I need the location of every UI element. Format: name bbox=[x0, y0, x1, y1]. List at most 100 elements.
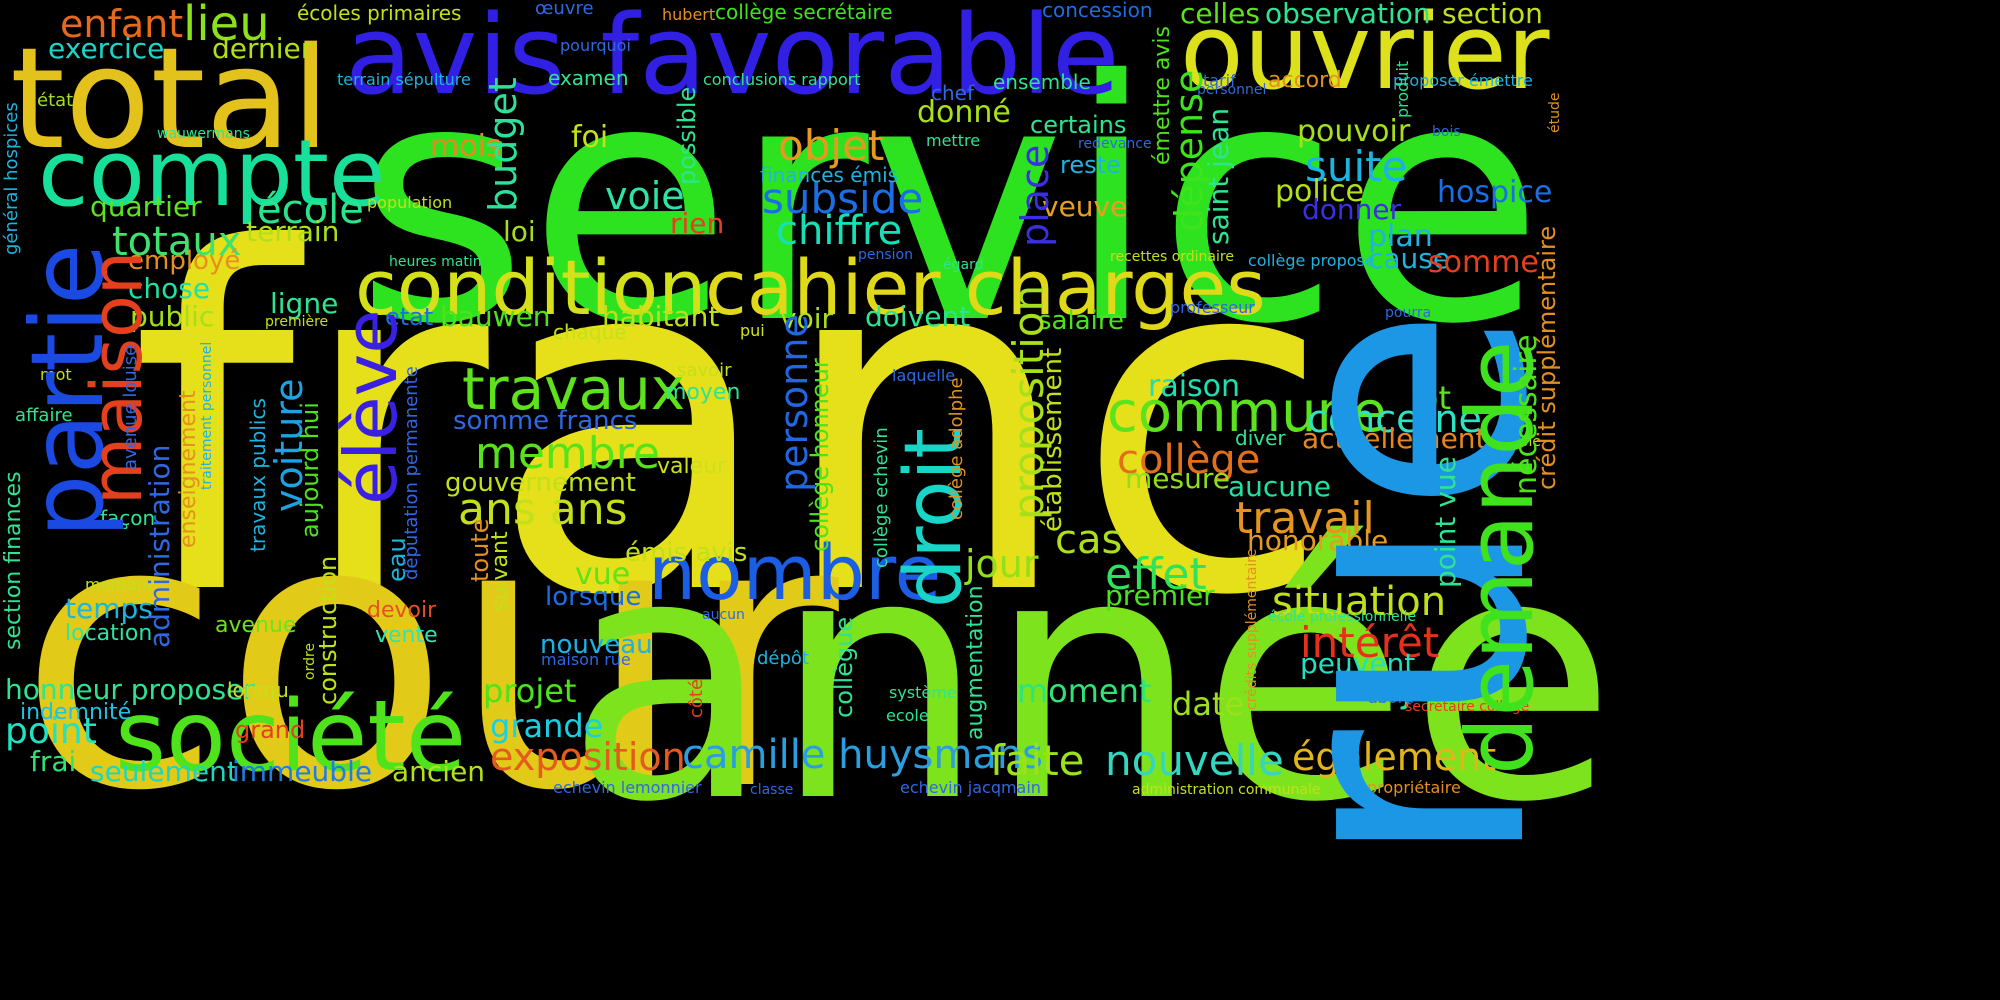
word-mot: mot bbox=[40, 365, 72, 384]
word-construction: construction bbox=[314, 555, 342, 705]
word-grand: grand bbox=[235, 716, 306, 744]
word-ligne: ligne bbox=[270, 287, 339, 320]
word-valeur: valeur bbox=[657, 454, 727, 479]
word-administration-communale: administration communale bbox=[1132, 782, 1321, 798]
word-raison: raison bbox=[1148, 369, 1241, 404]
word-proposer-emettre: proposer émettre bbox=[1393, 71, 1533, 90]
word-saint-jean: saint jean bbox=[1202, 107, 1235, 245]
word-credit-supplementaire: crédit supplémentaire bbox=[1533, 225, 1561, 490]
word-maison: maison bbox=[76, 250, 158, 505]
word-devoir: devoir bbox=[367, 598, 437, 623]
word-affaire: affaire bbox=[15, 405, 73, 426]
word-salaire: salaire bbox=[1038, 306, 1124, 336]
word-abord: abord bbox=[1368, 688, 1415, 707]
word-augmentation: augmentation bbox=[963, 585, 988, 740]
word-college-secretaire: collège secrétaire bbox=[715, 0, 893, 24]
word-college-adolphe: collège adolphe bbox=[946, 377, 967, 520]
word-laquelle: laquelle bbox=[892, 366, 956, 385]
word-lieu: lieu bbox=[183, 0, 270, 52]
word-vente: vente bbox=[375, 623, 438, 648]
word-ensemble: ensemble bbox=[993, 70, 1091, 94]
word-indemnite: indemnité bbox=[20, 700, 132, 725]
word-exercice: exercice bbox=[48, 32, 165, 65]
word-personnel: personnel bbox=[1197, 82, 1267, 98]
word-echevin-jacqmain: echevin jacqmain bbox=[900, 778, 1041, 797]
word-ecole: école bbox=[257, 187, 364, 233]
word-gouvernement: gouvernement bbox=[445, 468, 636, 498]
word-premiere: première bbox=[265, 314, 329, 330]
word-celles: celles bbox=[1180, 0, 1260, 30]
word-enfant: enfant bbox=[60, 2, 184, 46]
word-service: service bbox=[355, 11, 1545, 397]
word-parole: parole bbox=[1497, 434, 1541, 450]
word-college: collège bbox=[1117, 437, 1261, 483]
word-somme-francs: somme francs bbox=[453, 406, 638, 436]
word-terrain-sepulture: terrain sépulture bbox=[337, 70, 471, 89]
word-total: total bbox=[10, 18, 331, 181]
word-avenue: avenue bbox=[215, 613, 297, 638]
word-college-honneur: collège honneur bbox=[806, 358, 834, 552]
word-quartier: quartier bbox=[90, 190, 202, 223]
word-recettes-ordinaire: recettes ordinaire bbox=[1110, 249, 1234, 265]
word-chose: chose bbox=[128, 272, 211, 305]
word-employe: employé bbox=[128, 246, 241, 276]
word-habitant: habitant bbox=[602, 300, 720, 333]
word-possible: possible bbox=[673, 86, 701, 185]
word-egalement: également bbox=[1292, 735, 1497, 779]
word-ancien: ancien bbox=[392, 755, 486, 788]
word-moment: moment bbox=[1017, 672, 1152, 710]
word-ans-ans: ans ans bbox=[458, 484, 628, 535]
word-immeuble: immeuble bbox=[232, 755, 373, 788]
word-objet: objet bbox=[778, 121, 885, 170]
word-aujourd-hui: aujourd hui bbox=[296, 402, 324, 538]
word-collegue: collègue bbox=[830, 616, 858, 718]
word-depot: dépôt bbox=[757, 648, 809, 669]
word-secretaire-college: secrétaire collège bbox=[1405, 699, 1530, 715]
word-point: point bbox=[5, 711, 97, 752]
word-cour: cour bbox=[18, 439, 839, 872]
word-honorable: honorable bbox=[1247, 524, 1389, 557]
word-effet: effet bbox=[1105, 549, 1207, 600]
word-aucun: aucun bbox=[702, 607, 745, 623]
word-budget: budget bbox=[481, 77, 525, 212]
word-cause: cause bbox=[1368, 242, 1451, 275]
word-voir: voir bbox=[780, 302, 833, 335]
word-ecole-small: ecole bbox=[886, 706, 929, 725]
word-accord: accord bbox=[1268, 68, 1342, 93]
word-place: place bbox=[1013, 144, 1057, 247]
word-lot: lot bbox=[1410, 379, 1452, 417]
word-chiffre: chiffre bbox=[776, 208, 903, 254]
word-concerne: concerne bbox=[1307, 397, 1482, 441]
word-seulement: seulement bbox=[90, 755, 238, 788]
word-tarif: tarif bbox=[1203, 71, 1236, 90]
word-mettre: mettre bbox=[926, 131, 981, 150]
word-etat-blue: etat bbox=[385, 303, 434, 331]
word-etude: étude bbox=[1547, 92, 1563, 133]
word-egard: égard bbox=[943, 257, 984, 273]
word-date: date bbox=[1172, 685, 1245, 723]
word-actuellement: actuellement bbox=[1302, 422, 1487, 455]
word-situation: situation bbox=[1272, 579, 1447, 625]
word-police: police bbox=[1275, 174, 1365, 209]
word-nombre: nombre bbox=[648, 528, 942, 617]
word-faite: faite bbox=[990, 736, 1085, 785]
word-certains: certains bbox=[1030, 111, 1127, 139]
word-hospice: hospice bbox=[1437, 175, 1553, 210]
word-redevance: redevance bbox=[1078, 136, 1152, 152]
word-section: section bbox=[1442, 0, 1543, 30]
word-avenue-louise: avenue louise bbox=[120, 344, 141, 470]
word-montant: montant bbox=[85, 575, 154, 594]
word-frai: frai bbox=[30, 745, 77, 778]
word-professeur: professeur bbox=[1170, 298, 1255, 317]
word-pension: pension bbox=[858, 247, 913, 263]
word-membre: membre bbox=[475, 428, 660, 479]
word-suivant: suivant bbox=[488, 531, 513, 612]
word-plan: plan bbox=[1368, 219, 1433, 254]
word-subside: subside bbox=[762, 174, 924, 223]
word-cahier-charges: cahier charges bbox=[705, 243, 1266, 332]
word-somme: somme bbox=[1428, 245, 1539, 280]
word-condition: condition bbox=[355, 243, 707, 332]
word-jour: jour bbox=[965, 542, 1039, 586]
word-bauwen: bauwen bbox=[440, 300, 551, 333]
